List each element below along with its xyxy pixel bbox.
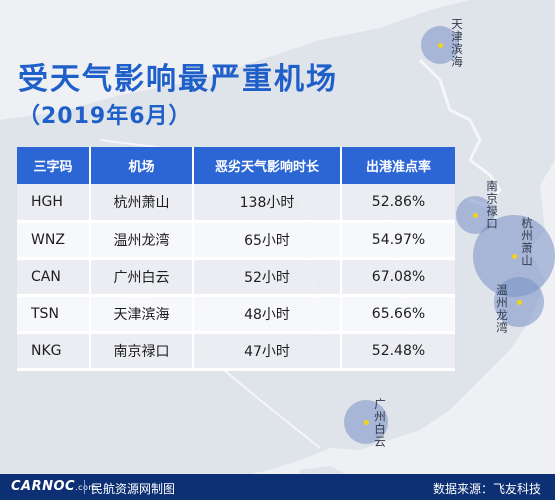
coastline-bay: [418, 58, 502, 207]
cell-rate: 52.86%: [340, 184, 455, 223]
map-label-can: 广州白云: [373, 398, 387, 448]
bubble-wnz: [494, 277, 544, 327]
header-airport: 机场: [89, 147, 193, 184]
airport-dot: [472, 212, 478, 218]
cell-code: WNZ: [17, 221, 90, 260]
carnoc-logo: CARNOC.com: [11, 479, 97, 494]
airport-dot: [437, 42, 443, 48]
airport-dot: [363, 419, 369, 425]
header-ontime-rate: 出港准点率: [340, 147, 455, 184]
header-code: 三字码: [17, 147, 90, 184]
page-title: 受天气影响最严重机场: [18, 62, 338, 97]
map-label-wnz: 温州龙湾: [495, 284, 509, 334]
cell-duration: 48小时: [192, 295, 341, 334]
cell-airport: 南京禄口: [89, 332, 193, 371]
bubble-tsn: [421, 26, 459, 64]
cell-code: TSN: [17, 295, 90, 334]
cell-rate: 54.97%: [340, 221, 455, 260]
map-label-nkg: 南京禄口: [485, 180, 499, 230]
header-weather-duration: 恶劣天气影响时长: [192, 147, 341, 184]
cell-code: CAN: [17, 258, 90, 297]
table-row: NKG 南京禄口 47小时 52.48%: [17, 332, 455, 371]
bubble-can: [344, 400, 388, 444]
cell-airport: 温州龙湾: [89, 221, 193, 260]
airport-dot: [516, 299, 522, 305]
table-row: HGH 杭州萧山 138小时 52.86%: [17, 184, 455, 223]
airport-weather-table: 三字码 机场 恶劣天气影响时长 出港准点率 HGH 杭州萧山 138小时 52.…: [17, 147, 455, 371]
cell-airport: 广州白云: [89, 258, 193, 297]
brand-name: CARNOC: [11, 479, 76, 494]
map-label-tsn: 天津滨海: [450, 18, 464, 68]
hainan-island: [300, 466, 345, 474]
brand-suffix: .com: [75, 483, 97, 492]
cell-code: NKG: [17, 332, 90, 371]
cell-duration: 52小时: [192, 258, 341, 297]
airport-dot: [511, 253, 517, 259]
cell-rate: 67.08%: [340, 258, 455, 297]
footer-divider: [84, 480, 85, 494]
footer-data-source: 数据来源：飞友科技: [432, 482, 541, 496]
page-subtitle: （2019年6月）: [18, 104, 192, 129]
table-row: WNZ 温州龙湾 65小时 54.97%: [17, 221, 455, 260]
footer-credit: 民航资源网制图: [91, 482, 176, 496]
cell-airport: 杭州萧山: [89, 184, 193, 223]
table-header-row: 三字码 机场 恶劣天气影响时长 出港准点率: [17, 147, 455, 184]
table-row: CAN 广州白云 52小时 67.08%: [17, 258, 455, 297]
cell-airport: 天津滨海: [89, 295, 193, 334]
cell-duration: 138小时: [192, 184, 341, 223]
cell-duration: 65小时: [192, 221, 341, 260]
cell-rate: 65.66%: [340, 295, 455, 334]
cell-duration: 47小时: [192, 332, 341, 371]
cell-code: HGH: [17, 184, 90, 223]
footer-bar: CARNOC.com 民航资源网制图 数据来源：飞友科技: [0, 474, 555, 500]
cell-rate: 52.48%: [340, 332, 455, 371]
map-label-hgh: 杭州萧山: [520, 217, 534, 267]
table-row: TSN 天津滨海 48小时 65.66%: [17, 295, 455, 334]
